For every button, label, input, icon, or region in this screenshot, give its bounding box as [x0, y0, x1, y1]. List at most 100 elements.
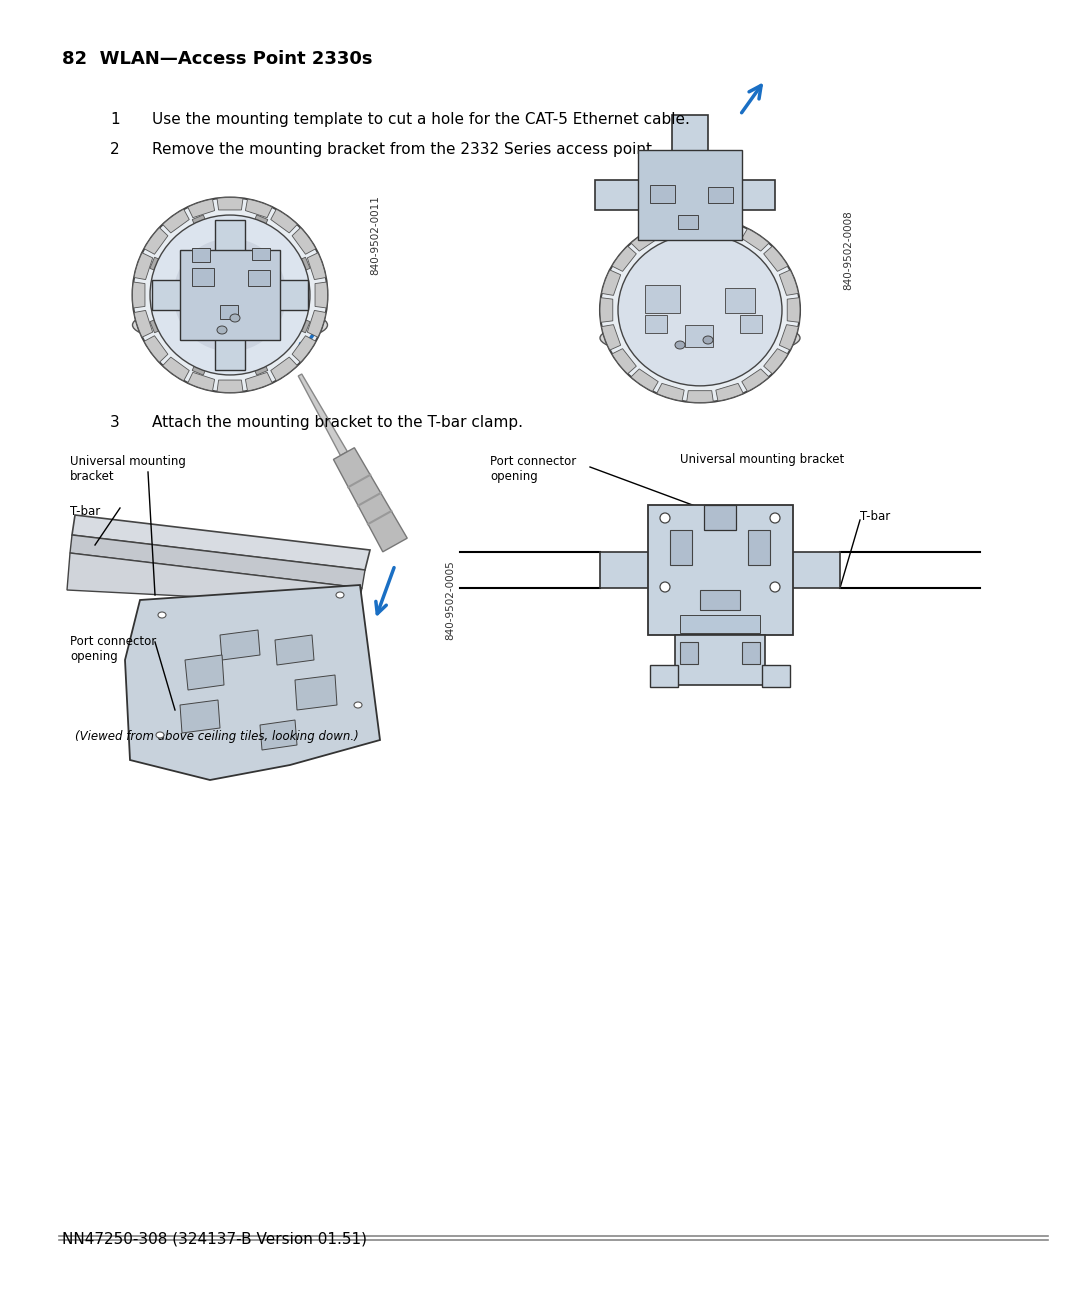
Polygon shape: [163, 209, 189, 233]
Polygon shape: [595, 180, 775, 210]
FancyBboxPatch shape: [215, 220, 245, 369]
Polygon shape: [145, 228, 167, 254]
Polygon shape: [716, 384, 743, 400]
Polygon shape: [252, 358, 268, 375]
Text: NN47250-308 (324137-B Version 01.51): NN47250-308 (324137-B Version 01.51): [62, 1231, 367, 1245]
Polygon shape: [271, 358, 297, 381]
Bar: [762, 665, 789, 687]
Bar: [742, 642, 760, 664]
Polygon shape: [134, 253, 152, 280]
FancyBboxPatch shape: [704, 505, 735, 530]
Bar: [725, 288, 755, 314]
Ellipse shape: [703, 336, 713, 343]
Bar: [248, 270, 270, 286]
Polygon shape: [334, 447, 407, 552]
Ellipse shape: [675, 341, 685, 349]
Text: Port connector
opening: Port connector opening: [70, 635, 157, 664]
Ellipse shape: [618, 235, 782, 386]
Bar: [680, 616, 760, 632]
Polygon shape: [192, 215, 208, 232]
Text: (Viewed from above ceiling tiles, looking down.): (Viewed from above ceiling tiles, lookin…: [75, 730, 359, 743]
Polygon shape: [260, 721, 297, 750]
Polygon shape: [631, 369, 658, 391]
Polygon shape: [180, 700, 220, 734]
FancyBboxPatch shape: [180, 250, 280, 340]
Polygon shape: [220, 630, 260, 660]
Polygon shape: [67, 553, 362, 605]
Text: Port connector
opening: Port connector opening: [490, 455, 577, 483]
Text: 1: 1: [110, 111, 120, 127]
Polygon shape: [787, 298, 800, 323]
Bar: [192, 268, 214, 286]
Text: Remove the mounting bracket from the 2332 Series access point.: Remove the mounting bracket from the 233…: [152, 143, 657, 157]
Text: 840-9502-0011: 840-9502-0011: [370, 196, 380, 275]
Polygon shape: [192, 358, 208, 375]
Text: Attach the mounting bracket to the T-bar clamp.: Attach the mounting bracket to the T-bar…: [152, 415, 523, 430]
Ellipse shape: [660, 582, 670, 592]
Ellipse shape: [217, 327, 227, 334]
Polygon shape: [657, 384, 685, 400]
Polygon shape: [687, 218, 713, 229]
Ellipse shape: [600, 319, 800, 356]
Polygon shape: [657, 219, 685, 237]
Polygon shape: [188, 372, 215, 391]
Polygon shape: [600, 298, 612, 323]
Polygon shape: [602, 324, 621, 350]
Bar: [680, 642, 698, 664]
Polygon shape: [308, 253, 326, 280]
Ellipse shape: [150, 215, 310, 375]
FancyArrowPatch shape: [299, 328, 319, 355]
Text: T-bar: T-bar: [860, 511, 890, 524]
Polygon shape: [125, 584, 380, 780]
Polygon shape: [72, 515, 370, 570]
Ellipse shape: [133, 197, 327, 393]
Ellipse shape: [230, 314, 240, 321]
Polygon shape: [612, 349, 636, 373]
Text: Universal mounting bracket: Universal mounting bracket: [680, 454, 845, 467]
Bar: [252, 248, 270, 260]
Bar: [685, 325, 713, 347]
Polygon shape: [780, 270, 798, 295]
Ellipse shape: [770, 513, 780, 524]
Ellipse shape: [336, 592, 345, 597]
Ellipse shape: [156, 732, 164, 737]
Ellipse shape: [174, 238, 286, 351]
Polygon shape: [271, 209, 297, 233]
Text: 82  WLAN—Access Point 2330s: 82 WLAN—Access Point 2330s: [62, 51, 373, 67]
Text: 3: 3: [110, 415, 120, 430]
Polygon shape: [308, 311, 326, 337]
Polygon shape: [292, 336, 315, 363]
Polygon shape: [295, 675, 337, 710]
Polygon shape: [245, 200, 272, 218]
Polygon shape: [133, 283, 145, 308]
Polygon shape: [612, 246, 636, 271]
Polygon shape: [188, 200, 215, 218]
Polygon shape: [150, 257, 167, 273]
Polygon shape: [217, 380, 243, 393]
Bar: [675, 635, 765, 686]
Polygon shape: [275, 635, 314, 665]
Polygon shape: [252, 215, 268, 232]
Polygon shape: [764, 246, 788, 271]
Polygon shape: [716, 219, 743, 237]
Polygon shape: [163, 358, 189, 381]
FancyBboxPatch shape: [152, 280, 308, 310]
Polygon shape: [293, 257, 310, 273]
Polygon shape: [780, 324, 798, 350]
Ellipse shape: [354, 702, 362, 708]
Polygon shape: [217, 197, 243, 210]
Ellipse shape: [158, 612, 166, 618]
Polygon shape: [293, 316, 310, 333]
Polygon shape: [292, 228, 315, 254]
Polygon shape: [764, 349, 788, 373]
Bar: [748, 530, 770, 565]
Bar: [645, 315, 667, 333]
Polygon shape: [145, 336, 167, 363]
Ellipse shape: [133, 305, 327, 345]
Text: Use the mounting template to cut a hole for the CAT-5 Ethernet cable.: Use the mounting template to cut a hole …: [152, 111, 690, 127]
Bar: [600, 552, 840, 588]
Text: 840-9502-0008: 840-9502-0008: [843, 210, 853, 290]
Ellipse shape: [600, 218, 800, 403]
Text: Universal mounting
bracket: Universal mounting bracket: [70, 455, 186, 483]
Polygon shape: [687, 390, 713, 403]
